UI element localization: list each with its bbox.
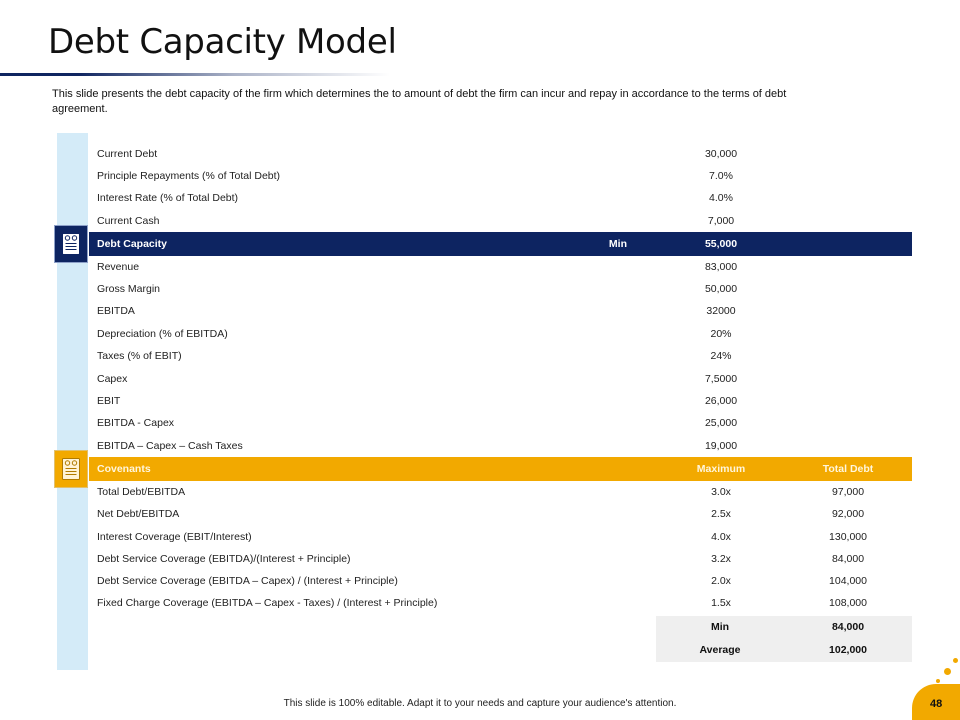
row-maximum: 3.0x [711,486,731,498]
row-value: 19,000 [704,440,738,452]
maximum-column-header: Maximum [696,463,746,475]
row-value: 83,000 [704,261,738,273]
total-debt-column-header: Total Debt [822,463,874,475]
table-row: Revenue 83,000 [89,256,912,278]
row-label: EBIT [97,395,121,407]
row-total-debt: 92,000 [831,508,865,520]
table-row: Debt Service Coverage (EBITDA – Capex) /… [89,570,912,592]
table-row: EBITDA - Capex 25,000 [89,412,912,434]
row-total-debt: 104,000 [829,575,867,587]
row-label: Interest Coverage (EBIT/Interest) [97,531,252,543]
row-label: Interest Rate (% of Total Debt) [97,192,239,204]
debt-capacity-value: 55,000 [704,238,738,250]
row-label: EBITDA - Capex [97,417,175,429]
row-maximum: 1.5x [711,597,731,609]
table-row: Depreciation (% of EBITDA) 20% [89,323,912,345]
row-value: 32000 [706,305,736,317]
slide-description: This slide presents the debt capacity of… [52,88,787,115]
row-total-debt: 97,000 [831,486,865,498]
decorative-dot [944,668,951,675]
table-row: Gross Margin 50,000 [89,278,912,300]
row-total-debt: 130,000 [829,531,867,543]
row-label: Gross Margin [97,283,161,295]
row-value: 50,000 [704,283,738,295]
table-left-band [57,133,88,670]
debt-capacity-min-label: Min [608,238,627,250]
row-label: Depreciation (% of EBITDA) [97,328,228,340]
row-value: 30,000 [704,148,738,160]
debt-capacity-header-row: Debt Capacity Min 55,000 [89,232,912,256]
page-number: 48 [930,698,943,710]
summary-label: Min [710,621,730,633]
row-label: EBITDA – Capex – Cash Taxes [97,440,243,452]
table-row: Interest Rate (% of Total Debt) 4.0% [89,187,912,209]
table-row: EBITDA – Capex – Cash Taxes 19,000 [89,435,912,457]
row-value: 25,000 [704,417,738,429]
row-label: Revenue [97,261,140,273]
row-value: 7.0% [709,170,733,182]
row-value: 20% [710,328,732,340]
row-label: Taxes (% of EBIT) [97,350,182,362]
debt-capacity-label: Debt Capacity [97,238,168,250]
page-number-badge: 48 [912,684,960,720]
row-value: 7,000 [707,215,735,227]
table-row: Debt Service Coverage (EBITDA)/(Interest… [89,548,912,570]
summary-value: 84,000 [831,621,865,633]
row-label: Fixed Charge Coverage (EBITDA – Capex - … [97,597,438,609]
decorative-dot [953,658,958,663]
decorative-dot [936,679,940,683]
summary-label: Average [699,644,741,656]
table-row: EBITDA 32000 [89,300,912,322]
slide-title: Debt Capacity Model [48,22,397,62]
row-total-debt: 84,000 [831,553,865,565]
row-label: Debt Service Coverage (EBITDA)/(Interest… [97,553,351,565]
row-label: Debt Service Coverage (EBITDA – Capex) /… [97,575,398,587]
row-total-debt: 108,000 [829,597,867,609]
summary-row-min: Min 84,000 [656,616,912,639]
table-row: Current Cash 7,000 [89,210,912,232]
row-label: Capex [97,373,128,385]
row-label: Total Debt/EBITDA [97,486,186,498]
row-maximum: 2.5x [711,508,731,520]
table-row: Net Debt/EBITDA 2.5x 92,000 [89,503,912,525]
summary-row-average: Average 102,000 [656,639,912,662]
covenants-label: Covenants [97,463,151,475]
document-icon [54,450,88,488]
row-value: 24% [710,350,732,362]
table-row: EBIT 26,000 [89,390,912,412]
row-label: Net Debt/EBITDA [97,508,180,520]
row-label: Current Debt [97,148,158,160]
table-row: Fixed Charge Coverage (EBITDA – Capex - … [89,592,912,614]
row-label: EBITDA [97,305,135,317]
table-row: Principle Repayments (% of Total Debt) 7… [89,165,912,187]
table-row: Taxes (% of EBIT) 24% [89,345,912,367]
row-maximum: 2.0x [711,575,731,587]
title-underline [0,73,390,76]
table-row: Current Debt 30,000 [89,143,912,165]
table-row: Interest Coverage (EBIT/Interest) 4.0x 1… [89,526,912,548]
row-value: 7,5000 [704,373,738,385]
row-label: Principle Repayments (% of Total Debt) [97,170,281,182]
row-maximum: 4.0x [711,531,731,543]
table-row: Total Debt/EBITDA 3.0x 97,000 [89,481,912,503]
row-value: 26,000 [704,395,738,407]
slide-footer: This slide is 100% editable. Adapt it to… [283,698,677,709]
row-label: Current Cash [97,215,160,227]
covenants-header-row: Covenants Maximum Total Debt [89,457,912,481]
row-maximum: 3.2x [711,553,731,565]
summary-value: 102,000 [829,644,867,656]
document-icon [54,225,88,263]
row-value: 4.0% [709,192,733,204]
table-row: Capex 7,5000 [89,368,912,390]
